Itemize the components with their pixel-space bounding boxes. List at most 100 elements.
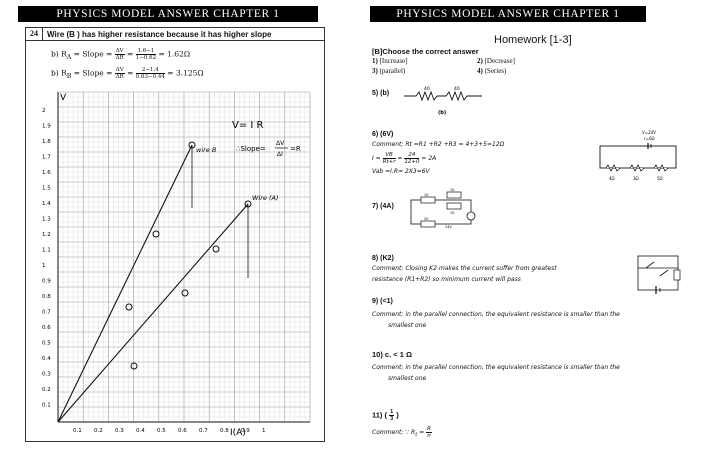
left-page: PHYSICS MODEL ANSWER CHAPTER 1 24 Wire (…	[0, 0, 336, 450]
x-tick-label: 0.2	[94, 428, 103, 434]
y-tick-label: 1.3	[42, 217, 51, 223]
y-tick-label: 1.1	[42, 248, 51, 254]
battery-label: V=24V	[642, 130, 656, 135]
resistor-symbol	[653, 164, 669, 172]
y-tick-labels: 2 1.9 1.8 1.7 1.6 1.5 1.4 1.3 1.2 1.1 1 0.9 0.8 0.7 0.…	[42, 108, 51, 409]
q6-circuit-diagram: V=24V r=0Ω 4Ω 3Ω 5Ω	[599, 130, 677, 181]
q10-comment-line-2: smallest one	[388, 375, 427, 382]
y-axis-label: V	[60, 93, 67, 103]
eq-a-label: b) R	[51, 49, 67, 59]
resistor-symbol	[446, 191, 462, 199]
ammeter-symbol	[466, 211, 476, 221]
eq-a-slope: = Slope =	[73, 49, 113, 59]
x-tick-label: 1	[262, 428, 266, 434]
wire-a-point	[181, 289, 189, 297]
y-tick-label: 0.9	[42, 279, 51, 285]
eq-a-frac-2: 1.6−1 1−0.62	[135, 48, 157, 61]
equation-wire-b: b) RB = Slope = ΔV ΔR = 2−1.4 0.63−0.44 = …	[51, 67, 204, 80]
q7-circuit-diagram: 10 10 10 20 24V	[410, 188, 476, 229]
formula-slope-den: ΔI	[277, 151, 283, 158]
svg-text:10: 10	[424, 193, 428, 197]
y-tick-label: 2	[42, 108, 46, 114]
section-heading: [B]Choose the correct answer	[372, 47, 479, 56]
y-tick-label: 0.7	[42, 310, 51, 316]
eq-a-result: = 1.62Ω	[158, 49, 191, 59]
eq-b-sub: B	[66, 73, 72, 80]
resistor-symbol	[673, 269, 681, 281]
battery-r-label: r=0Ω	[644, 136, 655, 141]
x-tick-label: 0.1	[73, 428, 82, 434]
x-tick-label: 0.9	[241, 428, 250, 434]
y-tick-label: 0.3	[42, 372, 51, 378]
wire-a-label: Wire (A)	[252, 194, 279, 202]
x-tick-label: 0.6	[178, 428, 187, 434]
y-tick-label: 0.8	[42, 294, 51, 300]
q5-answer: 5) (b)	[372, 90, 390, 97]
q9-answer: 9) (<1)	[372, 298, 393, 305]
eq-b-frac-1: ΔV ΔR	[114, 67, 125, 80]
wire-a-point	[212, 245, 220, 253]
svg-text:4Ω: 4Ω	[609, 176, 615, 181]
answer-2: 2) [Decrease]	[477, 57, 515, 65]
q6-comment: Comment; Rt =R1 +R2 +R3 = 4+3+5=12Ω	[372, 141, 505, 148]
svg-text:10: 10	[450, 211, 454, 215]
wire-b-point	[152, 230, 160, 238]
resistor-symbol	[420, 196, 436, 204]
y-tick-label: 1.2	[42, 232, 51, 238]
wire-a-point	[130, 362, 138, 370]
circuit-loop	[410, 199, 472, 225]
y-tick-label: 0.1	[42, 403, 51, 409]
q8-circuit-diagram	[637, 255, 681, 294]
q8-comment-line-1: Comment; Closing K2 makes the current su…	[372, 265, 557, 272]
resistor-symbol	[404, 90, 482, 102]
svg-text:3Ω: 3Ω	[633, 176, 639, 181]
x-tick-label: 0.5	[157, 428, 166, 434]
formula-vir: V= I R	[232, 120, 264, 131]
y-tick-label: 1.8	[42, 139, 51, 145]
circuit-loop	[637, 255, 679, 291]
q7-answer: 7) (4A)	[372, 203, 394, 210]
y-tick-label: 0.4	[42, 356, 51, 362]
resistor-value: 40	[454, 86, 460, 92]
q9-comment-line-2: smallest one	[388, 322, 427, 329]
wire-a-line	[57, 203, 249, 423]
answer-4: 4) (Series)	[477, 67, 507, 75]
y-tick-label: 1.9	[42, 124, 51, 130]
wire-a-point	[244, 200, 252, 208]
equation-wire-a: b) RA = Slope = ΔV ΔR = 1.6−1 1−0.62 = 1.6…	[51, 48, 191, 61]
question-statement: Wire (B ) has higher resistance because …	[47, 30, 272, 39]
y-tick-label: 0.6	[42, 325, 51, 331]
wire-b-point	[188, 141, 196, 149]
wire-b-label: wire B	[196, 146, 217, 154]
y-tick-label: 1.6	[42, 170, 51, 176]
answer-1: 1) [Increase]	[372, 57, 408, 65]
y-tick-label: 1.7	[42, 155, 51, 161]
x-axis-label: I(A)	[230, 428, 246, 438]
vi-graph: V I(A) 21.91.81.71.61.51.41.31.21.110.90…	[42, 91, 311, 438]
eq-b-label: b) R	[51, 68, 67, 78]
statement-divider	[42, 40, 324, 41]
x-tick-label: 0.7	[199, 428, 208, 434]
left-page-header: PHYSICS MODEL ANSWER CHAPTER 1	[18, 6, 318, 22]
formula-slope-num: ΔV	[276, 140, 285, 147]
svg-text:24V: 24V	[445, 225, 452, 229]
resistor-value: 40	[424, 86, 430, 92]
y-tick-label: 1.4	[42, 201, 51, 207]
formula-slope-rhs: =R	[290, 145, 301, 153]
graph-grid-major	[57, 91, 311, 423]
eq-a-frac-1: ΔV ΔR	[114, 48, 125, 61]
y-tick-label: 1	[42, 263, 46, 269]
q10-comment-line-1: Comment; in the parallel connection, the…	[372, 364, 620, 371]
svg-text:10: 10	[450, 188, 454, 192]
svg-text:20: 20	[424, 217, 428, 221]
formula-slope: ∴Slope=	[236, 145, 266, 153]
svg-text:5Ω: 5Ω	[657, 176, 663, 181]
x-tick-label: 0.3	[115, 428, 124, 434]
eq-b-slope: = Slope =	[73, 68, 113, 78]
question-24-box: 24 Wire (B ) has higher resistance becau…	[25, 27, 325, 442]
wire-b-line	[57, 144, 193, 423]
homework-title: Homework [1-3]	[494, 34, 572, 46]
x-tick-labels: 0.1 0.2 0.3 0.4 0.5 0.6 0.7 0.8 0.9 1	[73, 428, 266, 434]
